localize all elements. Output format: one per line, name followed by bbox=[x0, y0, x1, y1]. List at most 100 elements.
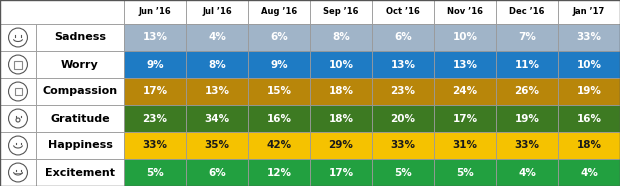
Text: Sadness: Sadness bbox=[54, 33, 106, 42]
Bar bbox=[496, 105, 558, 132]
Text: 19%: 19% bbox=[577, 86, 601, 97]
Bar bbox=[124, 105, 186, 132]
Text: 13%: 13% bbox=[453, 60, 477, 70]
Text: 15%: 15% bbox=[267, 86, 291, 97]
Text: Happiness: Happiness bbox=[48, 140, 112, 150]
Bar bbox=[558, 24, 620, 51]
Bar bbox=[124, 24, 186, 51]
Text: 18%: 18% bbox=[329, 86, 353, 97]
Bar bbox=[434, 105, 496, 132]
Bar bbox=[186, 78, 248, 105]
Text: 33%: 33% bbox=[143, 140, 167, 150]
Bar bbox=[372, 105, 434, 132]
Bar bbox=[0, 159, 36, 186]
Bar bbox=[36, 78, 124, 105]
Text: 6%: 6% bbox=[270, 33, 288, 42]
Text: 13%: 13% bbox=[391, 60, 415, 70]
Text: 5%: 5% bbox=[394, 168, 412, 177]
Text: 23%: 23% bbox=[143, 113, 167, 124]
Text: 35%: 35% bbox=[205, 140, 229, 150]
Bar bbox=[36, 51, 124, 78]
Bar bbox=[0, 51, 36, 78]
Text: Aug ’16: Aug ’16 bbox=[261, 7, 297, 17]
Text: 16%: 16% bbox=[267, 113, 291, 124]
Text: Nov ’16: Nov ’16 bbox=[447, 7, 483, 17]
Bar bbox=[310, 0, 372, 24]
Bar bbox=[434, 0, 496, 24]
Text: 13%: 13% bbox=[205, 86, 229, 97]
Bar bbox=[0, 132, 36, 159]
Bar bbox=[372, 132, 434, 159]
Text: 9%: 9% bbox=[270, 60, 288, 70]
Text: 12%: 12% bbox=[267, 168, 291, 177]
Text: Oct ’16: Oct ’16 bbox=[386, 7, 420, 17]
Bar bbox=[372, 51, 434, 78]
Text: Compassion: Compassion bbox=[42, 86, 118, 97]
Bar bbox=[124, 159, 186, 186]
Bar bbox=[248, 105, 310, 132]
Bar bbox=[0, 24, 36, 51]
Text: 6%: 6% bbox=[208, 168, 226, 177]
Text: 34%: 34% bbox=[205, 113, 229, 124]
Bar bbox=[310, 78, 372, 105]
Bar bbox=[0, 105, 36, 132]
Text: 10%: 10% bbox=[329, 60, 353, 70]
Bar bbox=[14, 60, 22, 68]
Text: 9%: 9% bbox=[146, 60, 164, 70]
Text: 17%: 17% bbox=[329, 168, 353, 177]
Text: 42%: 42% bbox=[267, 140, 291, 150]
Bar bbox=[14, 88, 22, 95]
Bar bbox=[124, 51, 186, 78]
Bar bbox=[248, 78, 310, 105]
Bar bbox=[248, 24, 310, 51]
Bar bbox=[558, 159, 620, 186]
Bar bbox=[310, 24, 372, 51]
Bar bbox=[36, 105, 124, 132]
Bar bbox=[434, 51, 496, 78]
Text: Jul ’16: Jul ’16 bbox=[202, 7, 232, 17]
Text: 13%: 13% bbox=[143, 33, 167, 42]
Text: 8%: 8% bbox=[208, 60, 226, 70]
Text: 33%: 33% bbox=[391, 140, 415, 150]
Bar bbox=[558, 0, 620, 24]
Text: 20%: 20% bbox=[391, 113, 415, 124]
Bar bbox=[248, 132, 310, 159]
Bar bbox=[310, 51, 372, 78]
Bar bbox=[496, 51, 558, 78]
Bar bbox=[496, 24, 558, 51]
Bar bbox=[124, 78, 186, 105]
Text: Gratitude: Gratitude bbox=[50, 113, 110, 124]
Bar bbox=[310, 132, 372, 159]
Text: 18%: 18% bbox=[329, 113, 353, 124]
Bar bbox=[434, 132, 496, 159]
Bar bbox=[558, 51, 620, 78]
Text: 4%: 4% bbox=[208, 33, 226, 42]
Bar bbox=[248, 51, 310, 78]
Text: 10%: 10% bbox=[453, 33, 477, 42]
Bar bbox=[248, 159, 310, 186]
Bar bbox=[496, 132, 558, 159]
Bar bbox=[496, 78, 558, 105]
Text: 29%: 29% bbox=[329, 140, 353, 150]
Bar bbox=[186, 159, 248, 186]
Bar bbox=[186, 51, 248, 78]
Bar bbox=[186, 105, 248, 132]
Bar bbox=[558, 78, 620, 105]
Text: Sep ’16: Sep ’16 bbox=[323, 7, 359, 17]
Bar bbox=[186, 24, 248, 51]
Text: Dec ’16: Dec ’16 bbox=[509, 7, 545, 17]
Text: 4%: 4% bbox=[580, 168, 598, 177]
Text: 6%: 6% bbox=[394, 33, 412, 42]
Bar bbox=[186, 132, 248, 159]
Text: 17%: 17% bbox=[143, 86, 167, 97]
Bar bbox=[36, 132, 124, 159]
Text: 26%: 26% bbox=[515, 86, 539, 97]
Bar bbox=[372, 24, 434, 51]
Bar bbox=[558, 132, 620, 159]
Bar bbox=[434, 159, 496, 186]
Text: 24%: 24% bbox=[453, 86, 477, 97]
Bar bbox=[124, 132, 186, 159]
Text: 7%: 7% bbox=[518, 33, 536, 42]
Bar bbox=[36, 159, 124, 186]
Bar bbox=[186, 0, 248, 24]
